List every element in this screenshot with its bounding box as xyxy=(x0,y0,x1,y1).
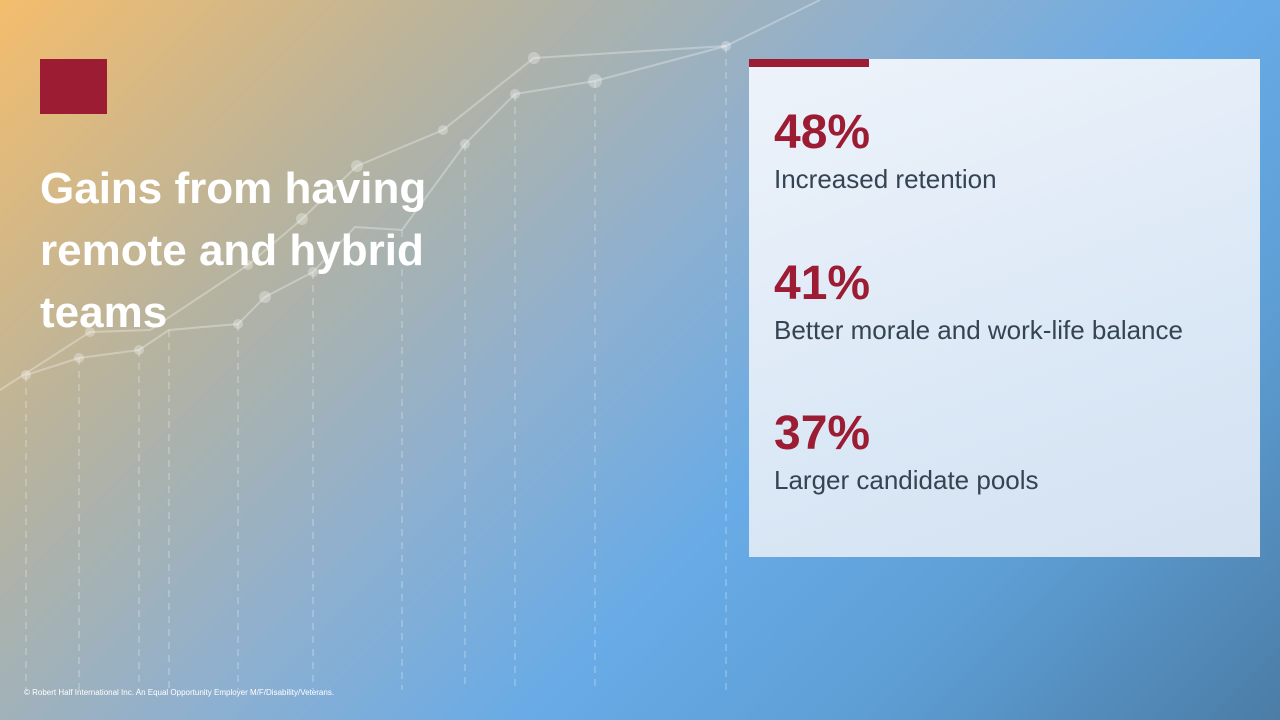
stat-value: 41% xyxy=(774,257,871,310)
panel-accent-bar xyxy=(749,59,869,67)
stat-label: Increased retention xyxy=(774,164,997,194)
stats-panel: 48% Increased retention 41% Better moral… xyxy=(749,59,1260,557)
stat-morale: 41% Better morale and work-life balance xyxy=(774,258,1183,347)
stat-label: Larger candidate pools xyxy=(774,465,1039,495)
slide-title: Gains from having remote and hybrid team… xyxy=(40,164,427,337)
copyright-footer: © Robert Half International Inc. An Equa… xyxy=(24,688,335,697)
stat-value: 48% xyxy=(774,106,871,159)
accent-square xyxy=(40,59,107,114)
stat-value: 37% xyxy=(774,407,871,460)
stat-candidate-pools: 37% Larger candidate pools xyxy=(774,408,1039,497)
stat-retention: 48% Increased retention xyxy=(774,107,997,196)
stat-label: Better morale and work-life balance xyxy=(774,315,1183,345)
